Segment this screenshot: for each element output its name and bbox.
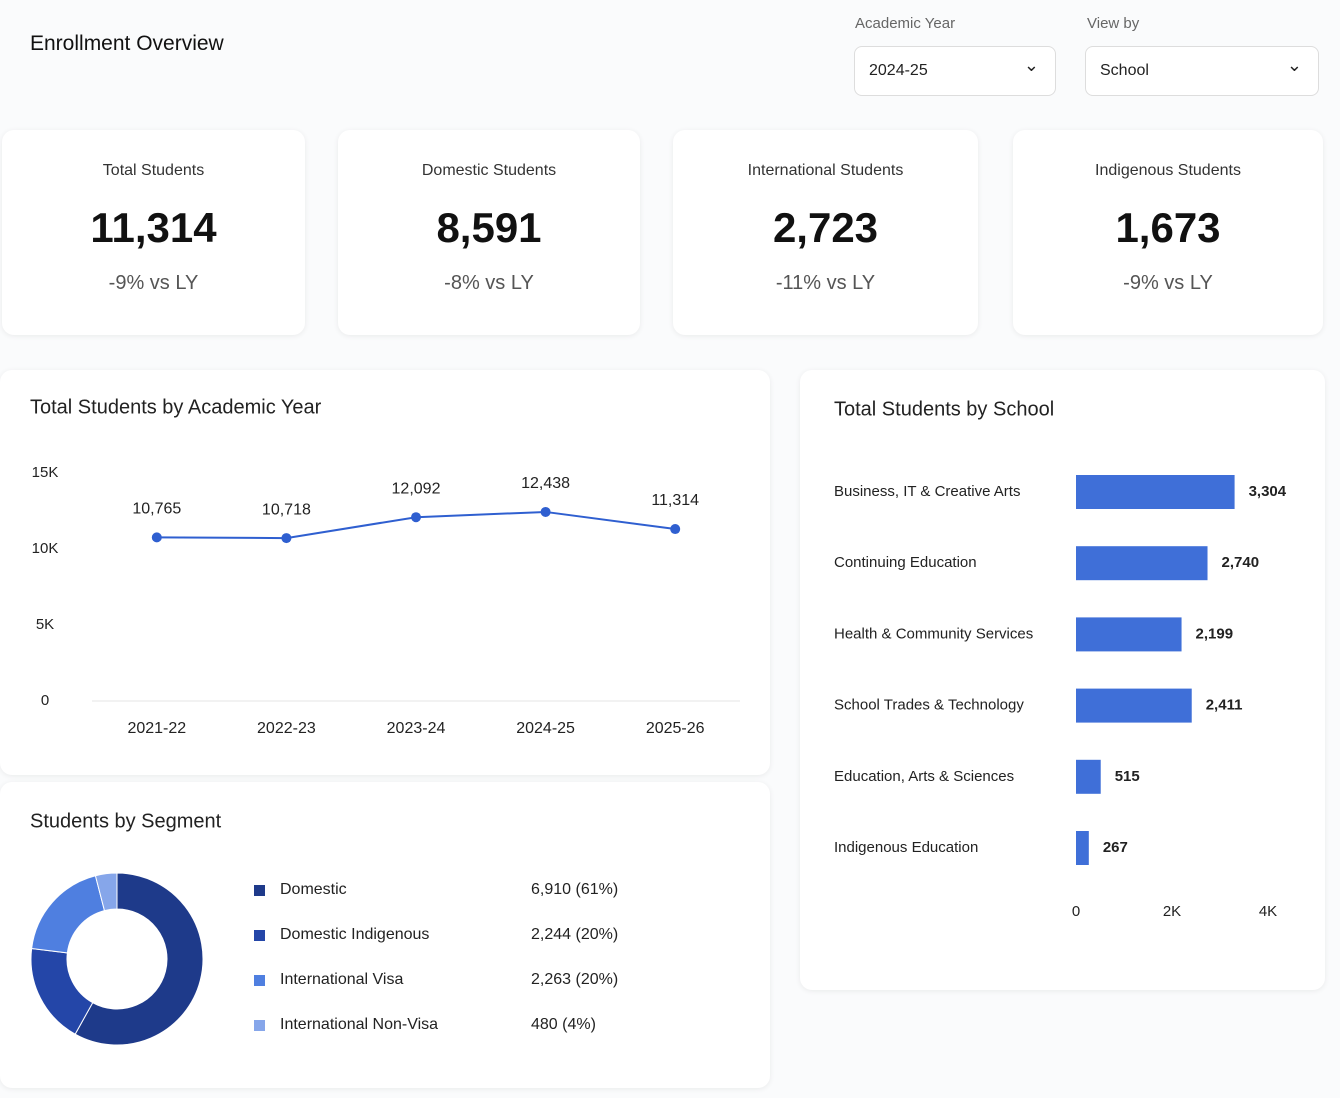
x-tick-label: 2021-22 [127,720,186,737]
legend-label: International Visa [280,971,403,988]
kpi-card: International Students 2,723 -11% vs LY [673,130,978,335]
point [281,533,292,544]
kpi-card: Total Students 11,314 -9% vs LY [2,130,305,335]
view-select[interactable]: School [1085,41,1319,96]
value-label: 6,910 (61%) [531,881,618,898]
point [670,524,681,535]
value-label: 2,411 [1206,697,1243,714]
kpi-value: 1,673 [1115,204,1221,251]
value-label: 2,740 [1222,554,1260,571]
bar [1076,475,1235,509]
x-tick-label: 2025-26 [646,720,705,737]
y-tick-label: Health & Community Services [834,625,1033,642]
y-tick-label: Indigenous Education [834,839,978,856]
bar [1076,759,1101,794]
y-tick-label: 5K [36,616,54,633]
legend-swatch [254,975,265,986]
donut-slice [74,872,204,1046]
page-title: Enrollment Overview [30,32,224,55]
bar [1076,546,1208,581]
kpi-value: 2,723 [772,204,879,251]
kpi-label: Total Students [102,162,205,179]
bar [1076,617,1182,652]
line-card [0,370,770,775]
legend-swatch [254,1020,265,1031]
kpi-change: -9% vs LY [108,272,199,294]
legend-swatch [254,930,265,941]
point [411,512,421,523]
y-tick-label: Continuing Education [834,554,977,571]
kpi-label: Domestic Students [421,162,557,179]
kpi-change: -9% vs LY [1123,272,1213,294]
kpi-value: 8,591 [436,204,542,251]
value-label: 11,314 [651,492,699,509]
y-tick-label: Education, Arts & Sciences [834,768,1014,785]
chart-title: Students by Segment [30,810,222,832]
y-tick-label: 15K [32,464,59,481]
value-label: 2,263 (20%) [531,971,618,988]
value-label: 10,765 [132,501,181,518]
value-label: 3,304 [1249,483,1287,500]
value-label: 267 [1103,839,1128,856]
point [540,506,551,517]
donut-slice [31,875,106,954]
value-label: 515 [1115,768,1140,785]
value-label: 480 (4%) [531,1016,596,1033]
x-tick-label: 2022-23 [257,720,316,737]
kpi-change: -11% vs LY [775,272,876,294]
kpi-label: Indigenous Students [1095,162,1241,179]
legend-label: Domestic [280,881,347,898]
kpi-value: 11,314 [90,204,217,251]
filter-label: Academic Year [855,15,956,32]
donut-slice [94,872,118,912]
kpi-card: Domestic Students 8,591 -8% vs LY [338,130,640,335]
y-tick-label: School Trades & Technology [834,697,1024,714]
value-label: 2,199 [1196,625,1234,642]
chart-title: Total Students by School [834,398,1054,420]
x-tick-label: 0 [1072,903,1080,920]
value-label: 12,092 [392,480,441,497]
chart-title: Total Students by Academic Year [30,396,322,418]
value-label: 10,718 [262,501,311,518]
legend-label: International Non-Visa [280,1016,438,1033]
value-label: 12,438 [521,475,570,492]
value-label: 2,244 (20%) [531,926,618,943]
y-tick-label: 10K [32,540,59,557]
x-tick-label: 4K [1259,903,1277,920]
x-tick-label: 2K [1163,903,1181,920]
bar [1076,688,1192,723]
y-tick-label: 0 [41,692,49,709]
filter-label: View by [1087,15,1140,32]
kpi-label: International Students [747,162,904,179]
point [151,532,162,543]
legend-label: Domestic Indigenous [280,926,429,943]
kpi-card: Indigenous Students 1,673 -9% vs LY [1013,130,1323,335]
year-select[interactable]: 2024-25 [854,41,1056,96]
kpi-change: -8% vs LY [444,272,534,294]
x-tick-label: 2023-24 [387,720,446,737]
school-card [800,370,1325,990]
bar [1076,831,1089,865]
x-tick-label: 2024-25 [516,720,575,737]
legend-swatch [254,885,265,896]
y-tick-label: Business, IT & Creative Arts [834,483,1020,500]
